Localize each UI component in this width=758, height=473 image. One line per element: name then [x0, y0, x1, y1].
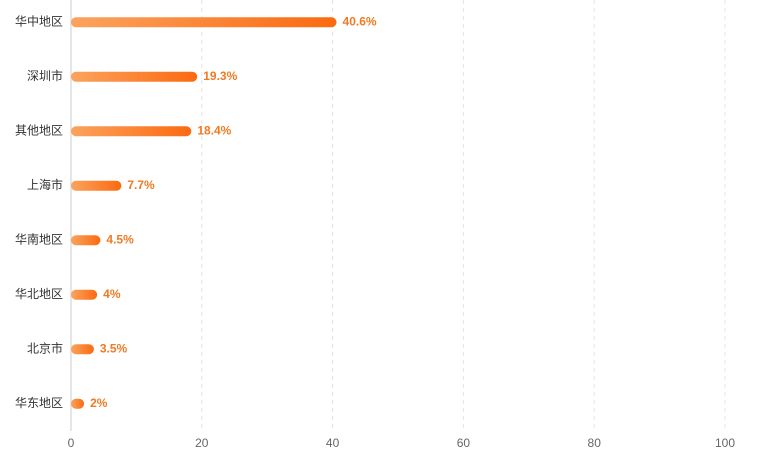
x-tick-label: 40 [326, 436, 340, 450]
bar [71, 17, 337, 28]
category-label: 华中地区 [15, 13, 63, 28]
value-label: 4% [103, 287, 121, 301]
x-tick-label: 0 [68, 436, 75, 450]
category-label: 上海市 [27, 177, 63, 192]
value-label: 19.3% [203, 69, 237, 83]
x-tick-label: 60 [457, 436, 471, 450]
x-tick-label: 80 [588, 436, 602, 450]
category-label: 华南地区 [15, 231, 63, 246]
bar [71, 398, 85, 409]
bar [71, 344, 94, 355]
category-label: 华北地区 [15, 287, 63, 301]
bar [71, 289, 98, 300]
value-label: 7.7% [127, 178, 155, 192]
category-label: 深圳市 [27, 68, 63, 83]
category-label: 其他地区 [15, 123, 63, 137]
bar [71, 180, 122, 191]
value-label: 40.6% [343, 14, 377, 28]
bar [71, 71, 198, 82]
category-label: 华东地区 [15, 396, 63, 410]
value-label: 3.5% [100, 341, 128, 355]
bar [71, 235, 101, 246]
category-label: 北京市 [27, 340, 63, 355]
value-label: 2% [90, 396, 108, 410]
x-tick-label: 20 [195, 436, 209, 450]
bar [71, 126, 192, 137]
x-tick-label: 100 [715, 436, 735, 450]
value-label: 18.4% [197, 123, 231, 137]
value-label: 4.5% [106, 232, 134, 246]
